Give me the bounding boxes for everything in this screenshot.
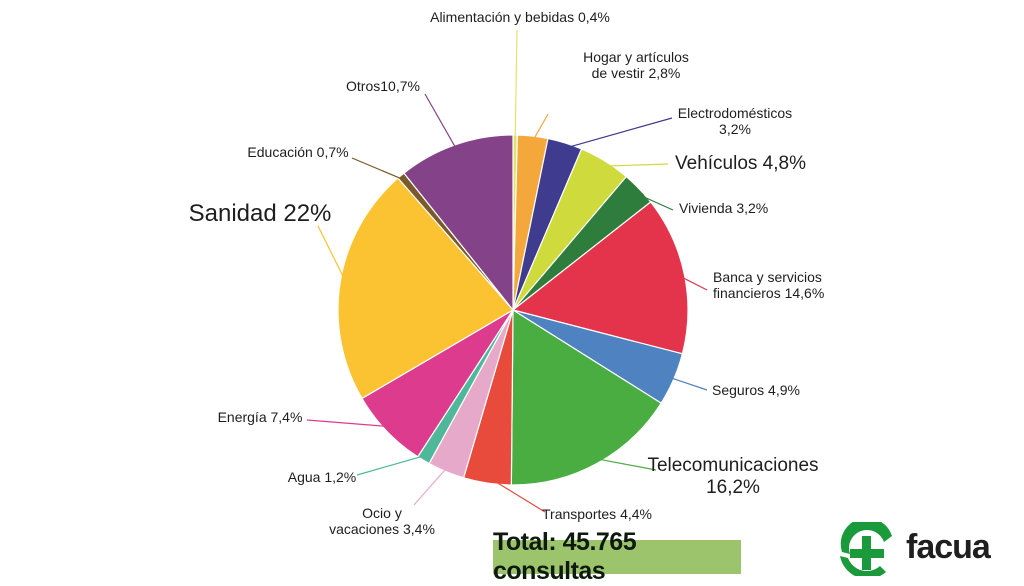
pie-slices: [337, 134, 689, 486]
slice-label: Agua 1,2%: [288, 469, 357, 485]
pie-slice-sanidad: [337, 177, 514, 400]
leader-line: [413, 465, 449, 506]
slice-label: Energía 7,4%: [218, 409, 303, 425]
slice-label: Banca y servicios financieros 14,6%: [713, 269, 824, 301]
leader-line: [514, 29, 518, 142]
leader-line: [317, 225, 347, 284]
pie-slice-telecomunicaciones: [510, 308, 662, 486]
leader-line: [306, 419, 391, 428]
leader-line: [424, 93, 458, 151]
slice-label: Otros10,7%: [346, 78, 420, 94]
leader-line: [601, 163, 669, 167]
slice-label: Telecomunicaciones 16,2%: [647, 455, 818, 498]
pie-slice-banca-y-servicios-financieros: [511, 201, 689, 355]
slice-label: Seguros 4,9%: [712, 382, 800, 398]
slice-label: Ocio y vacaciones 3,4%: [329, 505, 435, 537]
slice-label: Alimentación y bebidas 0,4%: [430, 9, 610, 25]
facua-logo-icon: [840, 517, 892, 579]
leader-line: [563, 117, 673, 150]
leader-lines: [306, 29, 708, 513]
slice-label: Transportes 4,4%: [542, 506, 652, 522]
leader-line: [678, 274, 708, 291]
leader-line: [351, 157, 406, 181]
leader-line: [487, 476, 546, 513]
slice-label: Educación 0,7%: [247, 144, 348, 160]
slice-label: Hogar y artículos de vestir 2,8%: [583, 49, 689, 81]
slice-labels: Alimentación y bebidas 0,4% Hogar y artíc…: [189, 9, 825, 537]
leader-line: [356, 454, 427, 476]
facua-logo-text: facua: [906, 528, 991, 566]
leader-line: [531, 113, 549, 143]
slice-label: Electrodomésticos 3,2%: [678, 105, 792, 137]
total-badge: Total: 45.765 consultas: [493, 528, 741, 585]
slice-label: Sanidad 22%: [189, 200, 332, 227]
leader-line: [667, 376, 708, 391]
facua-logo: facua: [834, 517, 1014, 579]
pie-slice-otros: [403, 134, 514, 312]
leader-line: [593, 457, 657, 471]
slice-label: Vivienda 3,2%: [679, 200, 768, 216]
slice-label: Vehículos 4,8%: [675, 153, 806, 174]
leader-line: [634, 192, 674, 211]
